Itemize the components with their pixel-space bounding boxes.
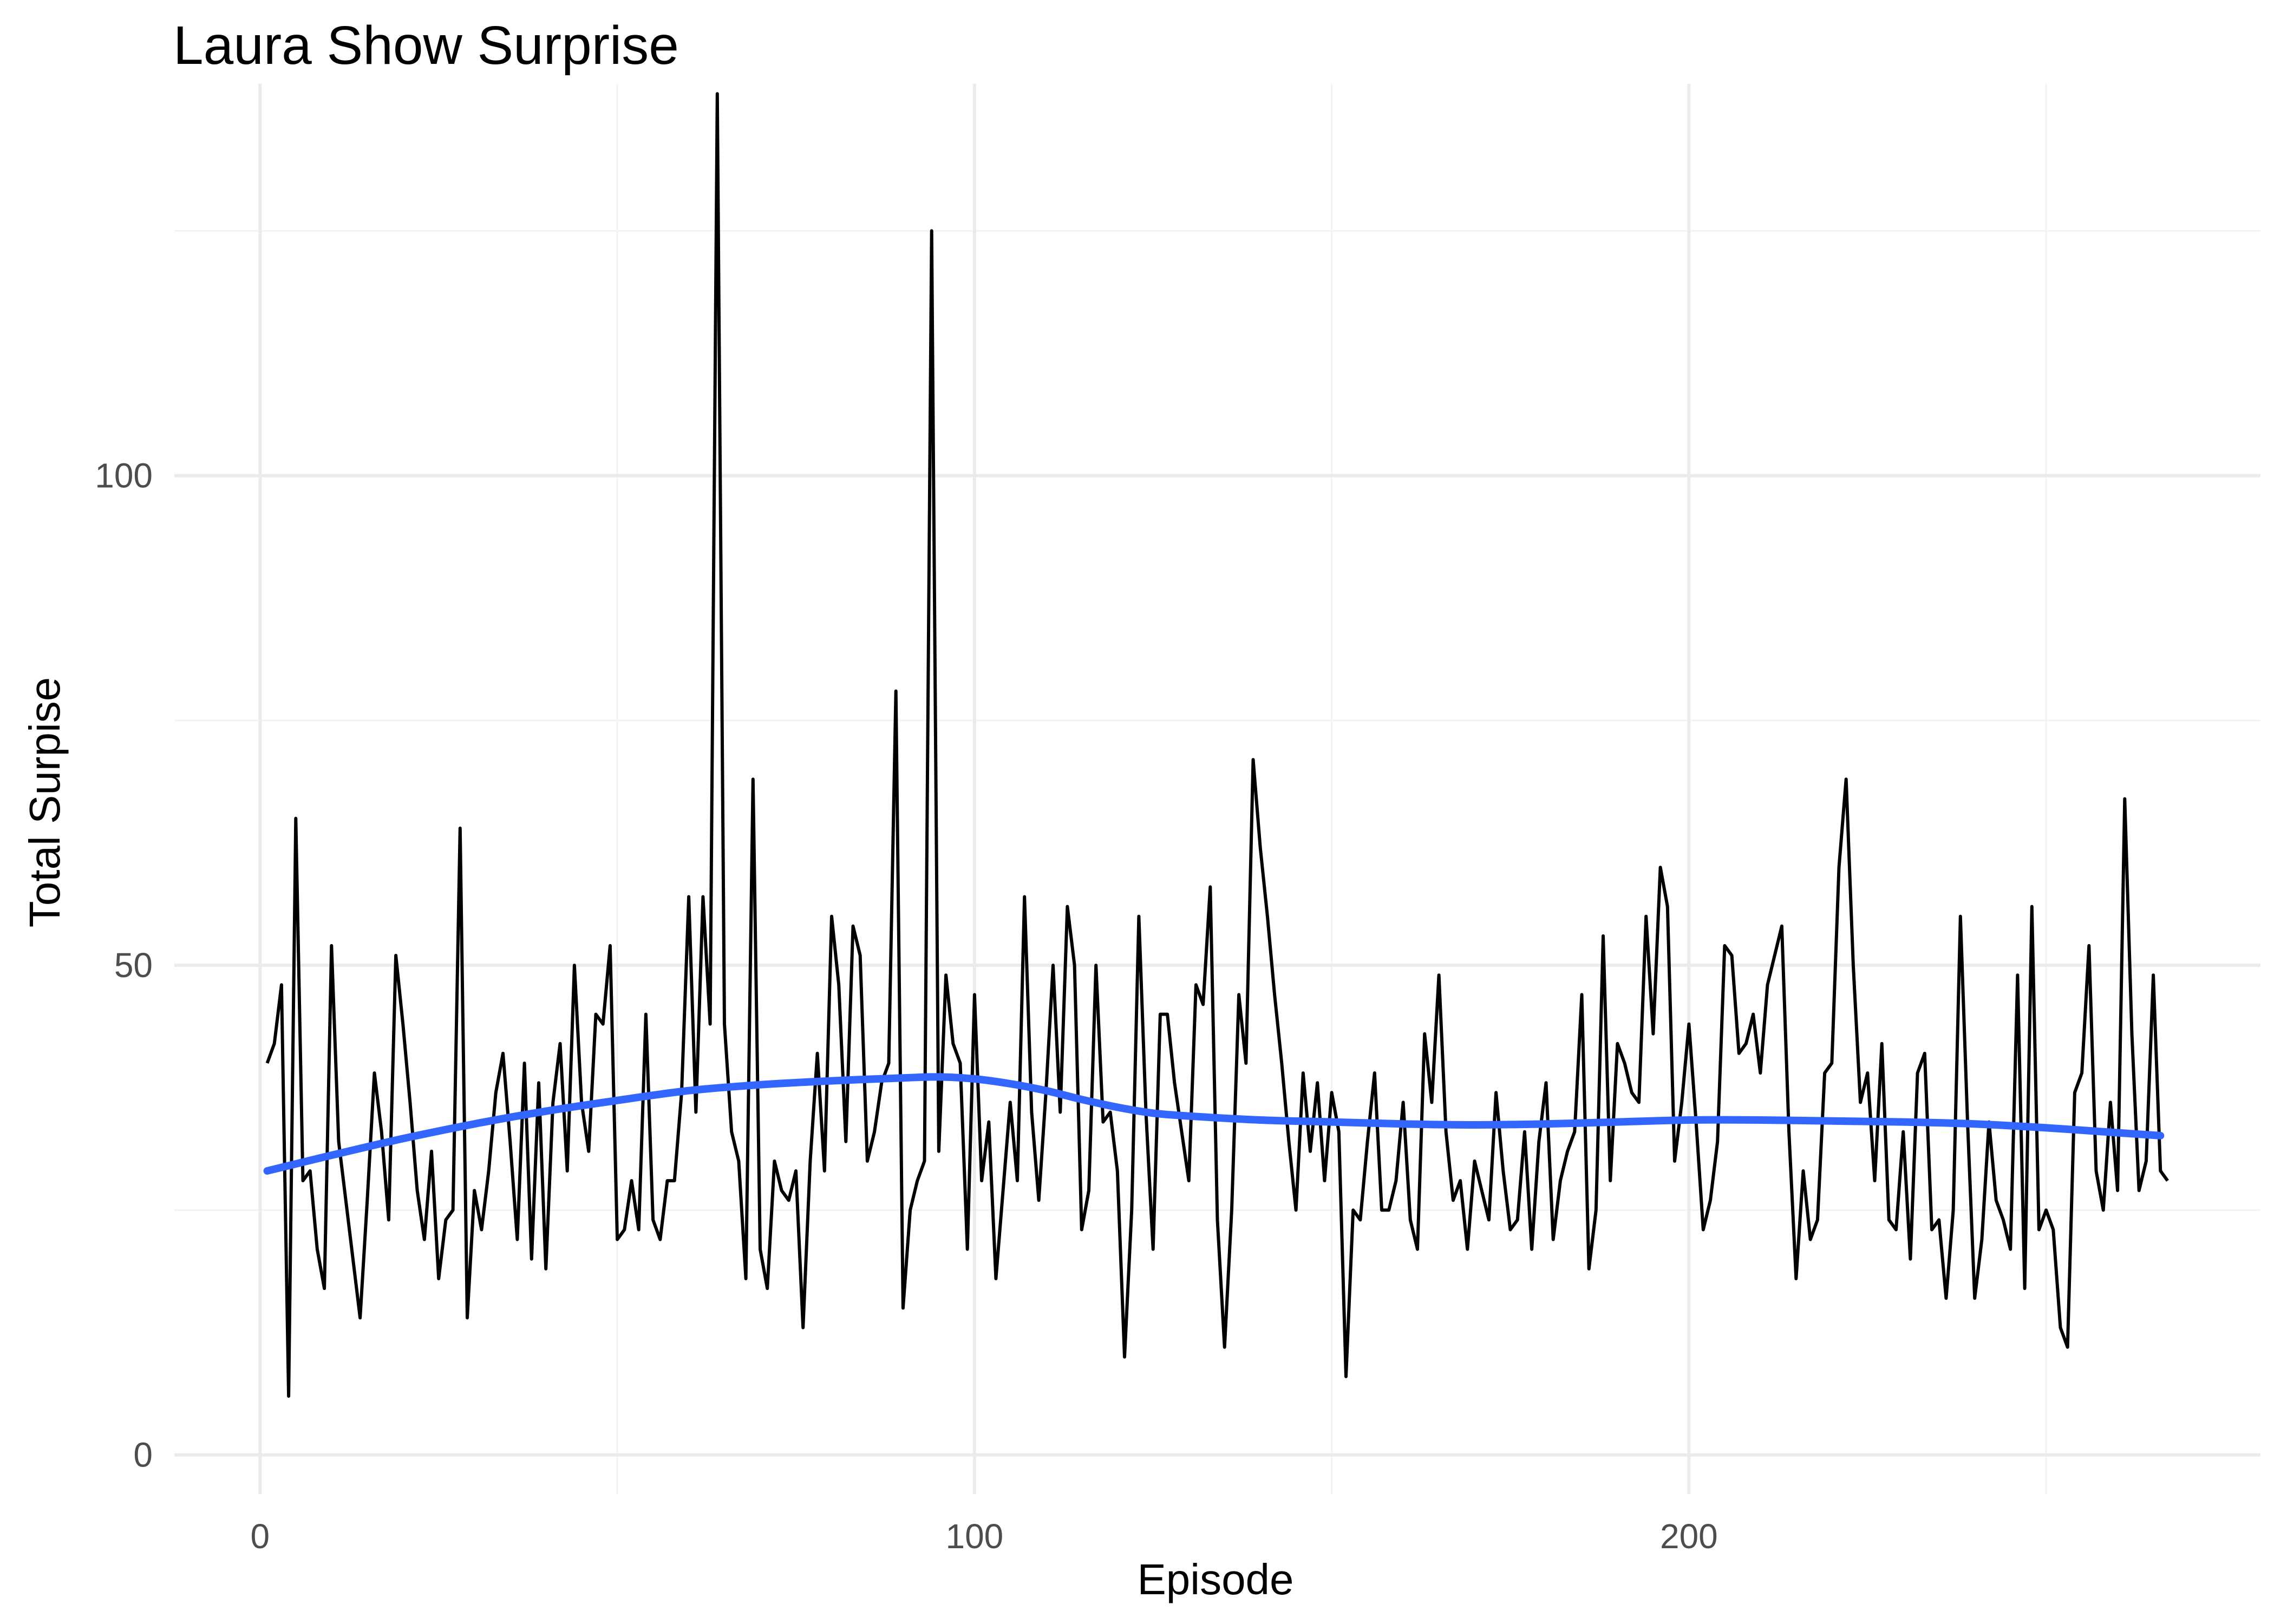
- y-tick-label-2: 100: [95, 456, 153, 495]
- x-tick-label-2: 200: [1660, 1517, 1718, 1556]
- series-line-smooth: [263, 1073, 2165, 1175]
- y-axis-title: Total Surpise: [21, 677, 69, 927]
- tick-labels: 0 50 100 0 100 200: [95, 456, 1718, 1556]
- y-tick-label-0: 0: [133, 1436, 153, 1475]
- series-layer: [263, 92, 2169, 1398]
- y-tick-label-1: 50: [114, 946, 153, 985]
- chart-title: Laura Show Surprise: [173, 15, 679, 76]
- grid: [174, 84, 2260, 1494]
- x-axis-title: Episode: [1137, 1555, 1293, 1603]
- x-tick-label-1: 100: [945, 1517, 1003, 1556]
- series-line-raw: [265, 92, 2169, 1398]
- x-tick-label-0: 0: [251, 1517, 270, 1556]
